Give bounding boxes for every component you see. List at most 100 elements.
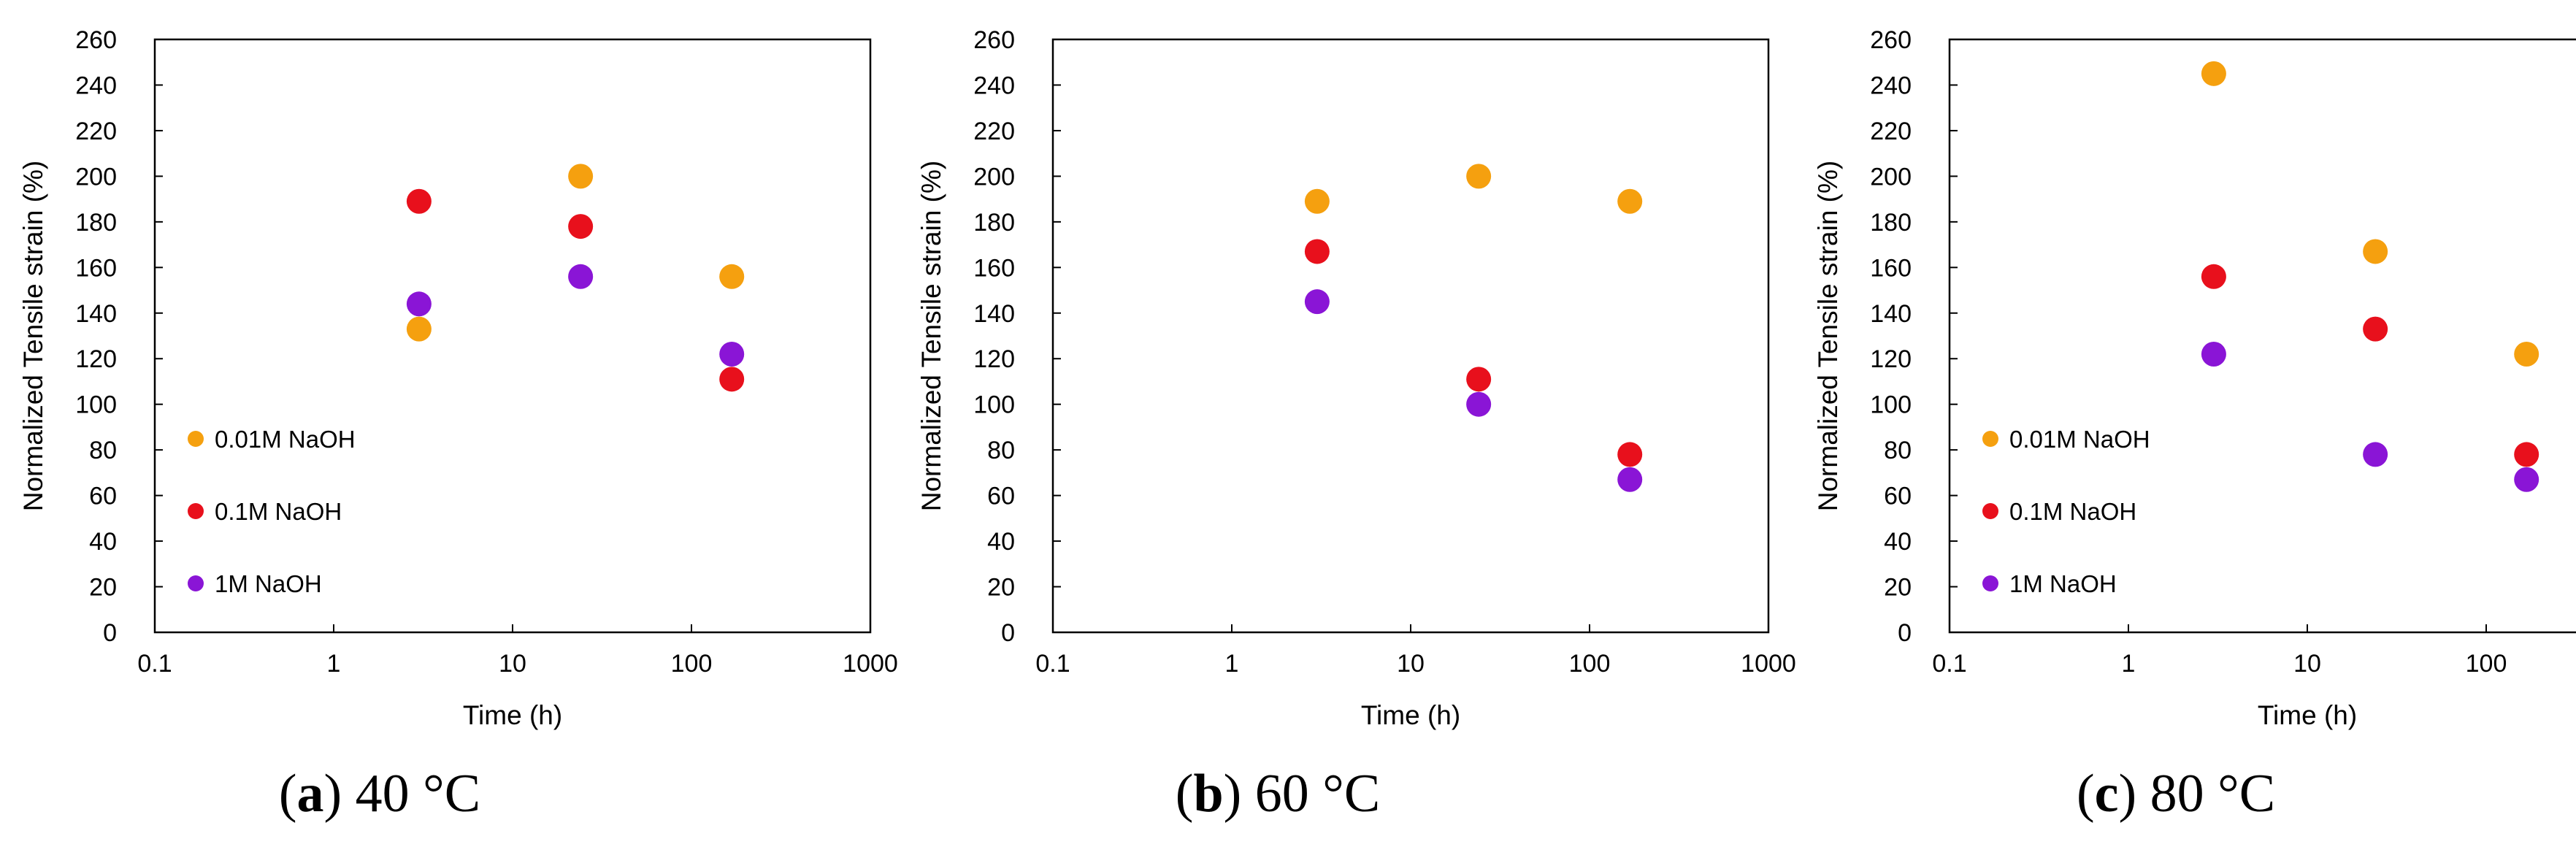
y-tick-label: 220 — [1870, 118, 1912, 145]
data-point-series-3 — [1617, 467, 1643, 492]
legend-label: 1M NaOH — [2009, 570, 2117, 597]
y-tick-label: 180 — [1870, 209, 1912, 237]
x-tick-label: 10 — [2293, 650, 2321, 678]
data-point-series-1 — [406, 316, 432, 342]
x-tick-label: 0.1 — [137, 650, 172, 678]
panel-caption-b: (b) 60 °C — [1175, 764, 1381, 824]
data-point-series-1 — [2514, 341, 2539, 367]
chart-panel-b: 0 20 40 60 80 100 120 140 160 180 200 220 240 260 0.1 1… — [916, 26, 1796, 730]
y-tick-label: 140 — [1870, 300, 1912, 328]
y-tick-label: 60 — [1884, 483, 1912, 510]
data-point-series-2 — [2514, 442, 2539, 467]
legend-marker — [1982, 503, 1998, 519]
data-point-series-1 — [719, 264, 745, 289]
panel-caption-a: (a) 40 °C — [278, 764, 481, 824]
data-point-series-1 — [1466, 164, 1492, 189]
x-tick-label: 1 — [1225, 650, 1239, 678]
y-tick-label: 260 — [1870, 26, 1912, 54]
x-tick-label: 10 — [499, 650, 526, 678]
y-tick-label: 120 — [75, 345, 117, 373]
y-tick-label: 120 — [1870, 345, 1912, 373]
x-tick-label: 1 — [327, 650, 341, 678]
y-tick-label: 60 — [987, 483, 1015, 510]
y-tick-label: 180 — [75, 209, 117, 237]
plot-frame — [153, 38, 872, 634]
y-tick-label: 140 — [75, 300, 117, 328]
data-point-series-2 — [719, 367, 745, 392]
panel-caption-c: (c) 80 °C — [2076, 764, 2276, 824]
y-tick-label: 40 — [89, 528, 117, 556]
legend-label: 1M NaOH — [215, 570, 322, 597]
y-axis-label: Normalized Tensile strain (%) — [1813, 161, 1843, 511]
x-axis-label: Time (h) — [463, 700, 562, 730]
x-tick-label: 0.1 — [1932, 650, 1966, 678]
caption-letter: c — [2094, 764, 2119, 824]
legend-label: 0.1M NaOH — [215, 498, 342, 525]
y-tick-label: 220 — [75, 118, 117, 145]
legend-marker — [1982, 575, 1998, 591]
y-tick-label: 100 — [75, 391, 117, 419]
y-tick-label: 20 — [1884, 574, 1912, 602]
x-tick-label: 1000 — [1741, 650, 1796, 678]
y-tick-label: 140 — [973, 300, 1015, 328]
y-tick-label: 260 — [75, 26, 117, 54]
y-tick-label: 260 — [973, 26, 1015, 54]
data-point-series-2 — [2363, 316, 2388, 342]
y-tick-label: 180 — [973, 209, 1015, 237]
x-axis-label: Time (h) — [2258, 700, 2357, 730]
data-point-series-2 — [2201, 264, 2226, 289]
x-tick-label: 10 — [1397, 650, 1425, 678]
legend-label: 0.01M NaOH — [215, 426, 356, 453]
chart-panel-c: 0 20 40 60 80 100 120 140 160 180 200 220 240 260 0.1 1… — [1813, 26, 2576, 730]
y-tick-label: 200 — [1870, 163, 1912, 191]
data-point-series-3 — [2363, 442, 2388, 467]
caption-letter: a — [296, 764, 324, 824]
y-tick-label: 80 — [89, 437, 117, 464]
data-point-series-2 — [1304, 239, 1330, 264]
y-tick-label: 120 — [973, 345, 1015, 373]
legend-marker — [188, 503, 204, 519]
caption-text: 60 °C — [1241, 764, 1381, 824]
data-point-series-2 — [1617, 442, 1643, 467]
y-tick-label: 200 — [973, 163, 1015, 191]
legend-marker — [1982, 431, 1998, 447]
legend-marker — [188, 575, 204, 591]
data-point-series-2 — [406, 188, 432, 214]
chart-panel-a: 0 20 40 60 80 100 120 140 160 180 200 220 240 260 0.1 1… — [18, 26, 898, 730]
x-tick-label: 1 — [2122, 650, 2136, 678]
data-point-series-3 — [719, 341, 745, 367]
caption-text: 40 °C — [342, 764, 481, 824]
plot-frame — [1948, 38, 2576, 634]
y-tick-label: 160 — [75, 254, 117, 282]
data-point-series-1 — [1617, 188, 1643, 214]
data-point-series-1 — [1304, 188, 1330, 214]
legend-label: 0.01M NaOH — [2009, 426, 2150, 453]
data-point-series-3 — [2201, 341, 2226, 367]
data-point-series-1 — [2201, 61, 2226, 86]
legend-label: 0.1M NaOH — [2009, 498, 2136, 525]
x-tick-label: 100 — [671, 650, 713, 678]
data-point-series-3 — [406, 291, 432, 317]
data-point-series-2 — [568, 214, 594, 239]
y-tick-label: 240 — [75, 72, 117, 99]
y-tick-label: 40 — [1884, 528, 1912, 556]
y-tick-label: 220 — [973, 118, 1015, 145]
y-tick-label: 20 — [987, 574, 1015, 602]
y-tick-label: 240 — [1870, 72, 1912, 99]
caption-text: 80 °C — [2136, 764, 2276, 824]
y-tick-label: 100 — [1870, 391, 1912, 419]
y-tick-label: 0 — [1001, 619, 1015, 647]
data-point-series-1 — [2363, 239, 2388, 264]
y-tick-label: 100 — [973, 391, 1015, 419]
x-axis-label: Time (h) — [1361, 700, 1460, 730]
y-tick-label: 40 — [987, 528, 1015, 556]
y-tick-label: 60 — [89, 483, 117, 510]
y-tick-label: 240 — [973, 72, 1015, 99]
y-tick-label: 80 — [987, 437, 1015, 464]
y-tick-label: 20 — [89, 574, 117, 602]
y-tick-label: 160 — [973, 254, 1015, 282]
legend-marker — [188, 431, 204, 447]
y-tick-label: 160 — [1870, 254, 1912, 282]
y-tick-label: 0 — [103, 619, 117, 647]
data-point-series-3 — [1304, 289, 1330, 315]
